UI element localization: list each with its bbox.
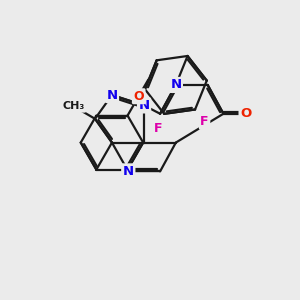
Text: N: N <box>139 99 150 112</box>
Text: N: N <box>123 165 134 178</box>
Text: F: F <box>154 122 163 135</box>
Text: O: O <box>240 107 251 120</box>
Text: O: O <box>134 90 144 103</box>
Text: N: N <box>106 88 118 101</box>
Text: N: N <box>170 78 182 92</box>
Text: F: F <box>200 115 209 128</box>
Text: CH₃: CH₃ <box>62 101 85 111</box>
